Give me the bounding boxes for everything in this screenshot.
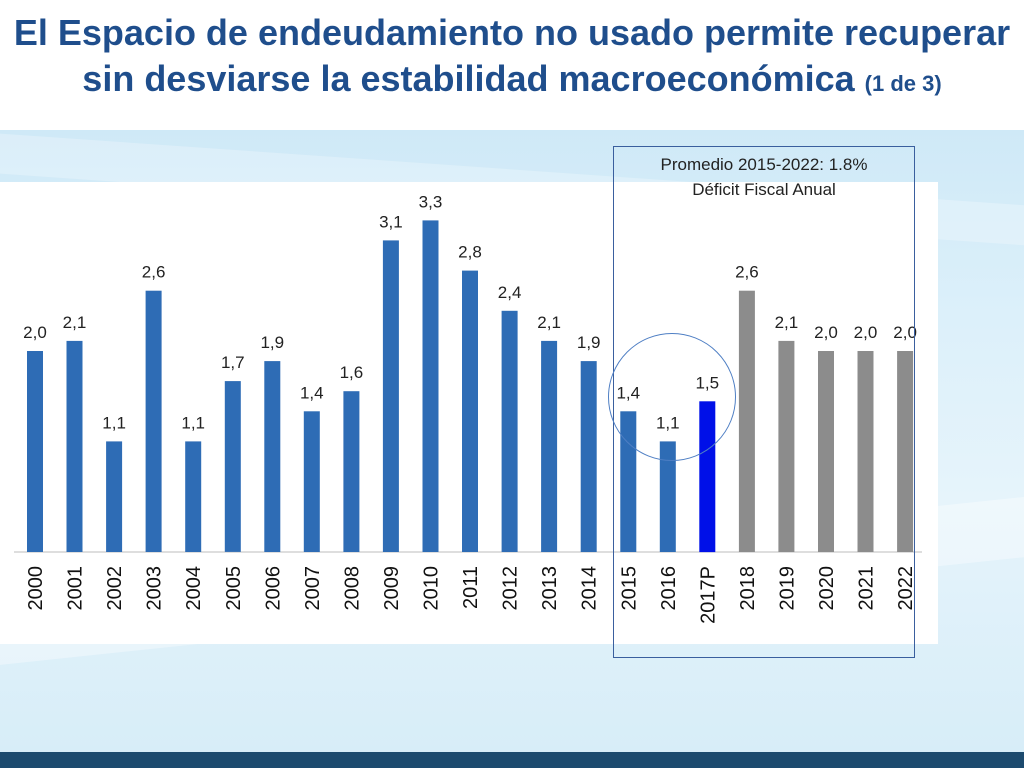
value-label-2005: 1,7 (221, 353, 245, 372)
tick-label-2018: 2018 (737, 566, 759, 611)
tick-label-2013: 2013 (539, 566, 561, 611)
tick-label-2012: 2012 (500, 566, 522, 611)
value-label-2022: 2,0 (893, 323, 917, 342)
tick-label-2015: 2015 (618, 566, 640, 611)
slide-title-suffix: (1 de 3) (864, 71, 942, 96)
value-label-2007: 1,4 (300, 383, 324, 402)
bar-2006 (264, 361, 281, 552)
tick-label-2006: 2006 (262, 566, 284, 611)
footer-bar (0, 752, 1024, 768)
tick-label-2011: 2011 (460, 566, 482, 609)
bar-2004 (185, 441, 202, 552)
tick-labels-group: 2000 2001 2002 2003 2004 2005 2006 2007 2008 2009… (25, 566, 917, 624)
bar-2019 (778, 340, 795, 552)
bar-2010 (422, 220, 439, 552)
bar-2005 (224, 381, 241, 552)
highlight-circle (608, 333, 736, 461)
tick-label-2010: 2010 (421, 566, 443, 611)
value-label-2004: 1,1 (181, 413, 205, 432)
tick-label-2022: 2022 (895, 566, 917, 611)
bar-2012 (501, 310, 518, 552)
bar-2007 (303, 411, 320, 552)
tick-label-2008: 2008 (341, 566, 363, 611)
bar-2013 (541, 340, 558, 552)
value-label-2002: 1,1 (102, 413, 126, 432)
value-label-2008: 1,6 (340, 363, 364, 382)
value-label-2020: 2,0 (814, 323, 838, 342)
tick-label-2021: 2021 (856, 566, 878, 611)
bar-2018 (738, 290, 755, 552)
tick-label-2007: 2007 (302, 566, 324, 611)
bar-2002 (106, 441, 123, 552)
average-annotation-line1: Promedio 2015-2022: 1.8% (660, 155, 868, 174)
bar-2011 (462, 270, 478, 552)
tick-label-2020: 2020 (816, 566, 838, 611)
value-label-2006: 1,9 (260, 333, 284, 352)
bar-2000 (27, 351, 43, 552)
bar-2009 (382, 240, 399, 552)
average-annotation-line2: Déficit Fiscal Anual (692, 180, 836, 199)
value-label-2013: 2,1 (537, 313, 561, 332)
tick-label-2001: 2001 (65, 566, 87, 611)
value-label-2011: 2,8 (458, 243, 482, 262)
value-label-2001: 2,1 (63, 313, 87, 332)
bar-2022 (897, 351, 914, 552)
value-label-2019: 2,1 (775, 313, 799, 332)
value-label-2012: 2,4 (498, 283, 522, 302)
tick-label-2000: 2000 (25, 566, 47, 611)
bar-2001 (66, 340, 83, 552)
bar-2008 (343, 391, 360, 552)
tick-label-2005: 2005 (223, 566, 245, 611)
value-label-2018: 2,6 (735, 263, 759, 282)
value-label-2009: 3,1 (379, 212, 403, 231)
bar-2003 (145, 290, 162, 552)
tick-label-2016: 2016 (658, 566, 680, 611)
average-annotation: Promedio 2015-2022: 1.8% Déficit Fiscal … (613, 152, 915, 202)
tick-label-2014: 2014 (579, 566, 601, 611)
value-label-2021: 2,0 (854, 323, 878, 342)
bar-2020 (818, 351, 834, 552)
value-label-2010: 3,3 (419, 192, 443, 211)
bar-2021 (857, 351, 874, 552)
slide-title-main: El Espacio de endeudamiento no usado per… (13, 12, 1011, 99)
value-label-2000: 2,0 (23, 323, 47, 342)
bar-2016 (659, 441, 676, 552)
tick-label-2004: 2004 (183, 566, 205, 611)
tick-label-2003: 2003 (144, 566, 166, 611)
tick-label-2019: 2019 (776, 566, 798, 611)
tick-label-2009: 2009 (381, 566, 403, 611)
value-label-2003: 2,6 (142, 263, 166, 282)
value-label-2014: 1,9 (577, 333, 601, 352)
tick-label-2002: 2002 (104, 566, 126, 611)
slide-title: El Espacio de endeudamiento no usado per… (0, 10, 1024, 107)
bar-2014 (580, 361, 597, 552)
tick-label-2017P: 2017P (697, 566, 719, 624)
